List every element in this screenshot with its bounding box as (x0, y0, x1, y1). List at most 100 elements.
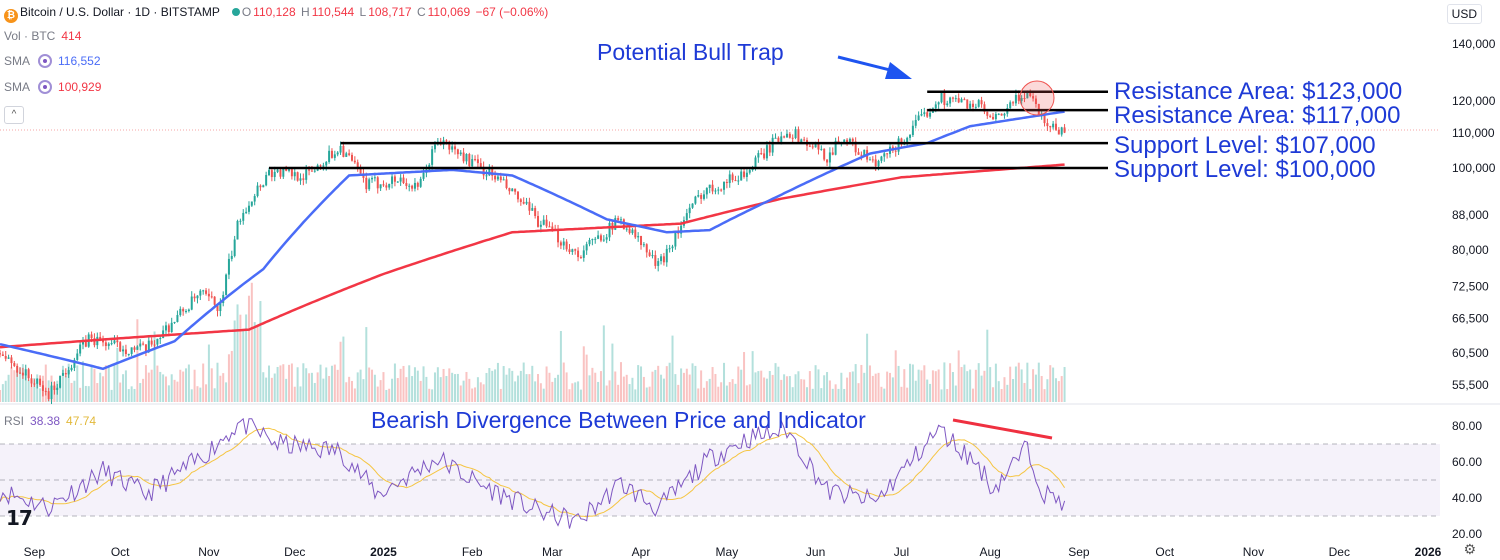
volume-bar (954, 385, 957, 402)
volume-bar (831, 388, 834, 402)
volume-bar (579, 389, 582, 402)
volume-bar (634, 389, 637, 402)
candle (986, 111, 989, 119)
candle (53, 381, 56, 395)
bull-trap-circle (1019, 80, 1055, 116)
volume-legend[interactable]: Vol · BTC 414 (4, 29, 82, 43)
refresh-icon[interactable] (38, 80, 53, 94)
volume-bar (977, 363, 980, 402)
volume-bar (1029, 388, 1032, 402)
volume-bar (290, 363, 293, 402)
candle (41, 380, 44, 397)
volume-bar (488, 368, 491, 402)
volume-bar (87, 386, 90, 402)
candle (61, 369, 64, 376)
volume-bar (640, 366, 643, 402)
volume-bar (102, 376, 105, 402)
candle (817, 138, 820, 155)
candle (651, 250, 654, 259)
volume-bar (969, 369, 972, 402)
volume-bar (542, 388, 545, 402)
candle (336, 151, 339, 157)
candle (290, 168, 293, 180)
refresh-icon[interactable] (38, 54, 53, 68)
candle (828, 147, 831, 168)
volume-bar (402, 365, 405, 402)
candle (245, 207, 248, 215)
volume-bar (897, 365, 900, 402)
candle (745, 169, 748, 182)
settings-icon[interactable]: ⚙ (1463, 541, 1476, 557)
rsi-legend[interactable]: RSI 38.38 47.74 (4, 414, 97, 428)
volume-bar (642, 376, 645, 402)
candle (868, 156, 871, 161)
candle (416, 181, 419, 191)
candle (668, 244, 671, 253)
currency-selector[interactable]: USD (1446, 4, 1482, 24)
candle (694, 195, 697, 205)
candle (602, 235, 605, 242)
candle (33, 379, 36, 387)
volume-bar (811, 388, 814, 402)
volume-bar (559, 330, 562, 402)
volume-bar (871, 375, 874, 402)
candle (662, 252, 665, 266)
candle (531, 203, 534, 211)
candle (256, 182, 259, 198)
candle (946, 100, 949, 107)
volume-bar (10, 367, 13, 402)
candle (977, 98, 980, 108)
volume-bar (33, 378, 36, 402)
volume-bar (880, 386, 883, 402)
candle (210, 291, 213, 299)
volume-bar (694, 365, 697, 402)
collapse-legend-button[interactable]: ^ (4, 106, 24, 124)
price-tick-label: 55,500 (1452, 378, 1489, 392)
volume-bar (259, 301, 262, 402)
volume-bar (350, 380, 353, 402)
candle (577, 247, 580, 262)
volume-bar (296, 367, 299, 402)
volume-bar (777, 366, 780, 402)
candle (439, 137, 442, 146)
candle (371, 176, 374, 183)
volume-bar (322, 378, 325, 402)
candle (542, 215, 545, 226)
sma-50-legend[interactable]: SMA 116,552 (4, 54, 101, 68)
candle (270, 169, 273, 182)
volume-bar (914, 380, 917, 402)
candle (36, 378, 39, 389)
candle (376, 176, 379, 194)
volume-bar (70, 382, 73, 402)
candle (763, 148, 766, 160)
symbol-header[interactable]: ₿ Bitcoin / U.S. Dollar · 1D · BITSTAMP O 1… (4, 5, 550, 23)
volume-bar (608, 380, 611, 402)
candle (13, 360, 16, 368)
candle (559, 240, 562, 250)
volume-bar (760, 370, 763, 402)
volume-bar (840, 372, 843, 402)
volume-bar (1034, 374, 1037, 402)
volume-bar (808, 371, 811, 402)
volume-bar (525, 374, 528, 402)
candle (73, 357, 76, 372)
candle (348, 149, 351, 157)
volume-bar (270, 377, 273, 402)
sma-200-legend[interactable]: SMA 100,929 (4, 80, 102, 94)
volume-bar (685, 368, 688, 402)
candle (282, 167, 285, 179)
candle (857, 148, 860, 155)
volume-bar (399, 368, 402, 402)
candle (760, 147, 763, 156)
candle (196, 295, 199, 304)
time-tick-label: Dec (284, 545, 305, 559)
candle (728, 170, 731, 188)
volume-bar (565, 372, 568, 402)
volume-bar (1040, 376, 1043, 402)
volume-bar (702, 387, 705, 402)
volume-bar (39, 388, 42, 402)
candle (725, 179, 728, 189)
volume-bar (983, 370, 986, 402)
candle (917, 111, 920, 121)
